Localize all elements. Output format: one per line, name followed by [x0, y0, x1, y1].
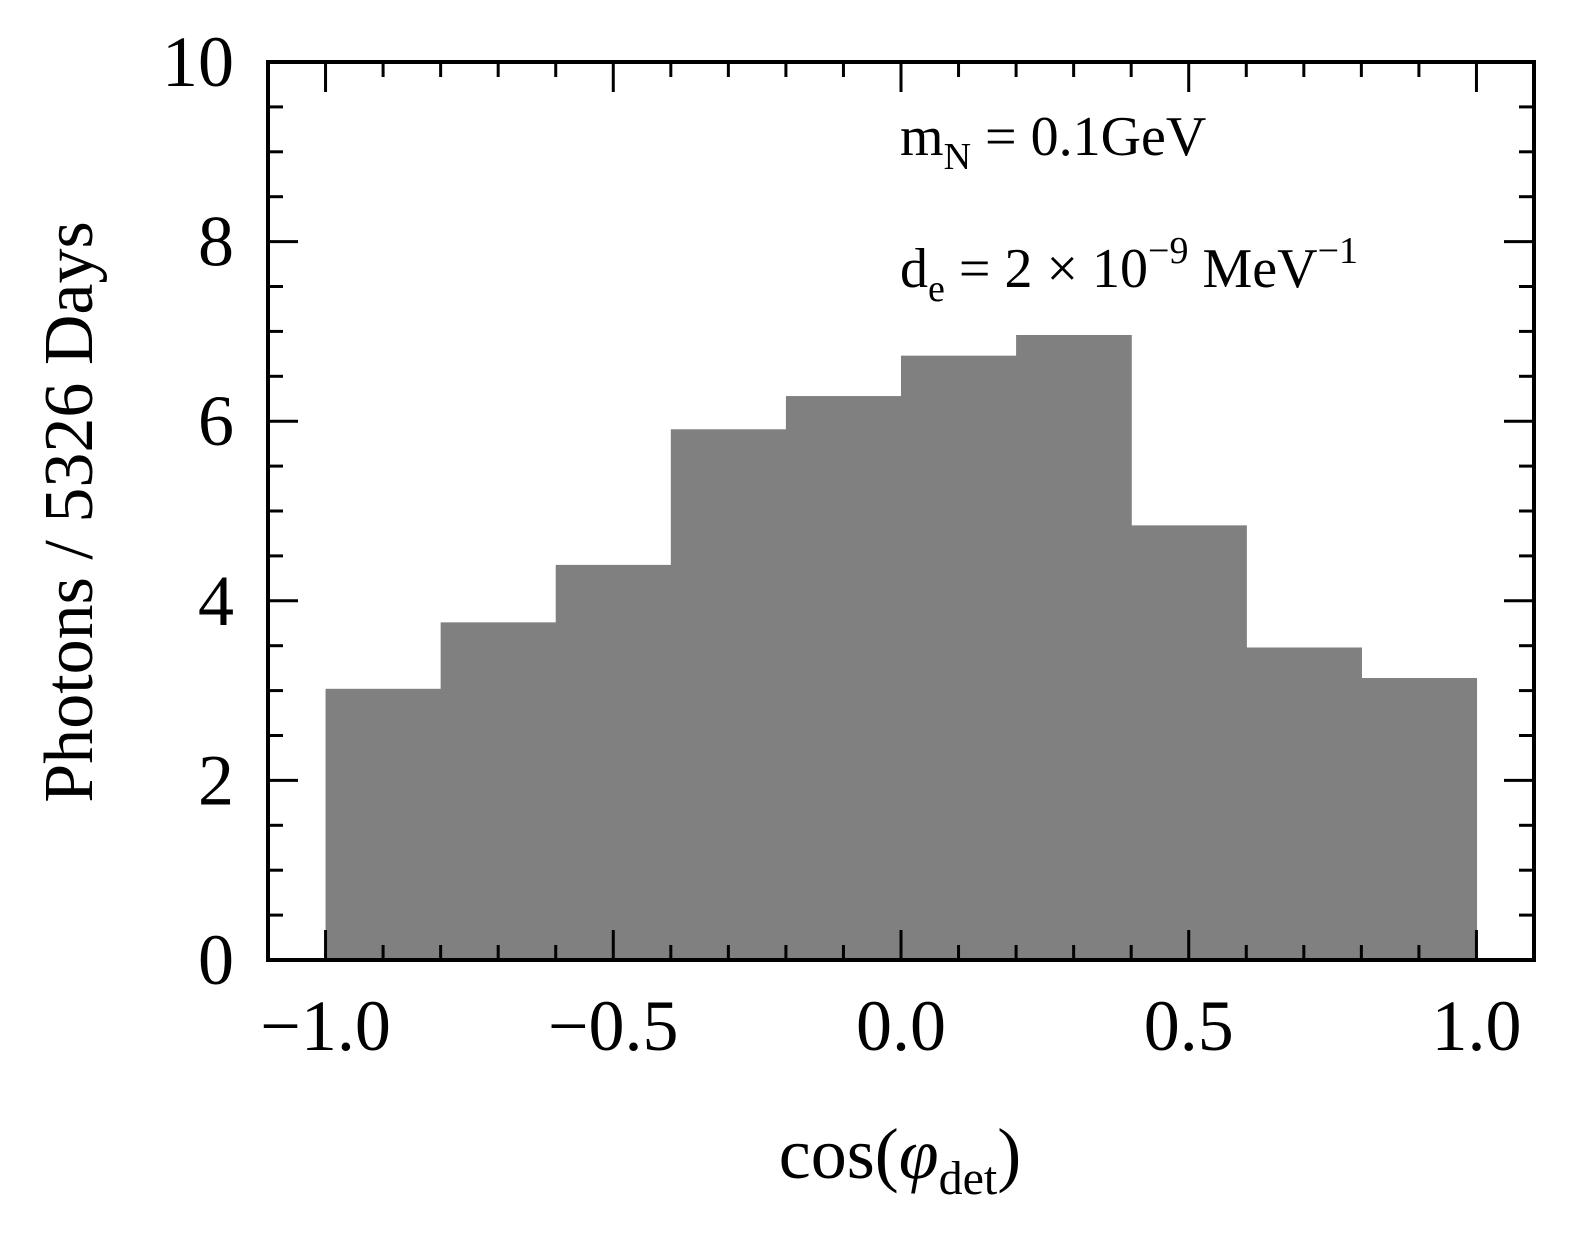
x-tick-label: −1.0 [260, 986, 391, 1066]
y-tick-label: 8 [198, 202, 234, 282]
histogram-bar-0 [325, 688, 442, 960]
histogram-bar-5 [901, 355, 1017, 960]
x-axis-label-sub: det [939, 1152, 998, 1205]
histogram-bar-8 [1246, 647, 1362, 960]
x-tick-label: −0.5 [548, 986, 679, 1066]
histogram-bar-7 [1131, 525, 1247, 960]
y-tick-label: 10 [162, 22, 234, 102]
y-tick-label: 6 [198, 381, 234, 461]
histogram-bar-3 [670, 429, 787, 961]
y-tick-label: 0 [198, 920, 234, 1000]
histogram-bar-1 [440, 622, 557, 960]
annotation-dipole: de = 2 × 10−9 MeV−1 [900, 230, 1358, 310]
annotation-mass: mN = 0.1GeV [900, 106, 1206, 178]
histogram-bar-9 [1361, 678, 1478, 960]
tick-labels: −1.0 −0.5 0.0 0.5 1.0 0 2 4 6 8 10 [162, 22, 1521, 1066]
y-tick-label: 4 [198, 561, 234, 641]
x-axis-label-close: ) [997, 1114, 1021, 1194]
x-axis-label: cos(φdet) [779, 1114, 1021, 1205]
y-axis-label: Photons / 5326 Days [31, 221, 108, 802]
plot-frame [266, 60, 1536, 962]
histogram-bar-2 [555, 564, 672, 960]
histogram-bar-6 [1016, 334, 1132, 960]
y-tick-label: 2 [198, 740, 234, 820]
x-tick-label: 1.0 [1431, 986, 1521, 1066]
x-tick-label: 0.5 [1144, 986, 1234, 1066]
x-axis-label-main: cos( [779, 1114, 899, 1194]
x-tick-label: 0.0 [856, 986, 946, 1066]
histogram-bars [325, 334, 1478, 961]
histogram-bar-4 [785, 396, 902, 960]
x-axis-label-symbol: φ [899, 1114, 939, 1194]
